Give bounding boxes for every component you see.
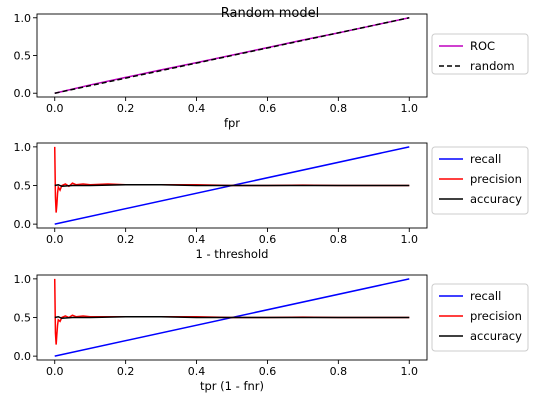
- y-tick-label: 0.0: [14, 87, 32, 100]
- x-tick-label: 0.4: [188, 102, 206, 115]
- subplot-1: 0.0 0.2 0.4 0.6 0.8 1.0 0.0 0.5 1.0 fpr ROC random: [14, 12, 529, 130]
- legend-label-accuracy: accuracy: [470, 192, 522, 206]
- x-axis-label: tpr (1 - fnr): [200, 379, 264, 393]
- legend-label-accuracy: accuracy: [470, 329, 522, 343]
- x-tick-label: 0.2: [117, 102, 135, 115]
- legend: recall precision accuracy: [431, 146, 529, 215]
- x-tick-label: 0.4: [188, 365, 206, 378]
- legend: ROC random: [431, 33, 529, 75]
- x-tick-label: 1.0: [401, 102, 419, 115]
- x-tick-label: 0.2: [117, 233, 135, 246]
- y-tick-label: 1.0: [14, 141, 32, 154]
- legend-box: [431, 283, 529, 352]
- legend-label-precision: precision: [470, 309, 522, 323]
- y-tick-label: 0.0: [14, 350, 32, 363]
- legend-label-random: random: [470, 59, 515, 73]
- legend: recall precision accuracy: [431, 283, 529, 352]
- y-tick-label: 1.0: [14, 12, 32, 25]
- y-tick-label: 0.5: [14, 312, 32, 325]
- series-line-accuracy: [54, 183, 410, 188]
- subplot-3: 0.0 0.2 0.4 0.6 0.8 1.0 0.0 0.5 1.0 tpr (1 - fnr)…: [14, 273, 529, 393]
- x-tick-label: 0.2: [117, 365, 135, 378]
- legend-label-recall: recall: [470, 289, 501, 303]
- series-line-accuracy: [54, 315, 410, 320]
- legend-label-precision: precision: [470, 172, 522, 186]
- x-tick-label: 0.0: [46, 102, 64, 115]
- x-tick-label: 0.8: [330, 233, 348, 246]
- legend-box: [431, 146, 529, 215]
- x-tick-label: 0.6: [259, 365, 277, 378]
- y-tick-label: 0.5: [14, 180, 32, 193]
- x-tick-label: 0.8: [330, 102, 348, 115]
- y-tick-label: 1.0: [14, 273, 32, 286]
- x-tick-label: 1.0: [401, 365, 419, 378]
- figure-title: Random model: [221, 6, 319, 21]
- x-tick-label: 1.0: [401, 233, 419, 246]
- y-tick-label: 0.0: [14, 218, 32, 231]
- x-tick-label: 0.0: [46, 365, 64, 378]
- x-tick-label: 0.8: [330, 365, 348, 378]
- series-line-precision: [53, 278, 410, 345]
- x-tick-label: 0.6: [259, 102, 277, 115]
- y-tick-label: 0.5: [14, 50, 32, 63]
- x-tick-label: 0.0: [46, 233, 64, 246]
- series-line-random: [54, 17, 410, 94]
- legend-box: [431, 33, 529, 75]
- x-axis-label: 1 - threshold: [196, 247, 269, 261]
- legend-label-recall: recall: [470, 152, 501, 166]
- subplot-2: 0.0 0.2 0.4 0.6 0.8 1.0 0.0 0.5 1.0 1 - threshold…: [14, 141, 529, 261]
- series-line-precision: [53, 146, 410, 213]
- x-tick-label: 0.4: [188, 233, 206, 246]
- x-axis-label: fpr: [224, 116, 240, 130]
- x-tick-label: 0.6: [259, 233, 277, 246]
- legend-label-ROC: ROC: [470, 39, 495, 53]
